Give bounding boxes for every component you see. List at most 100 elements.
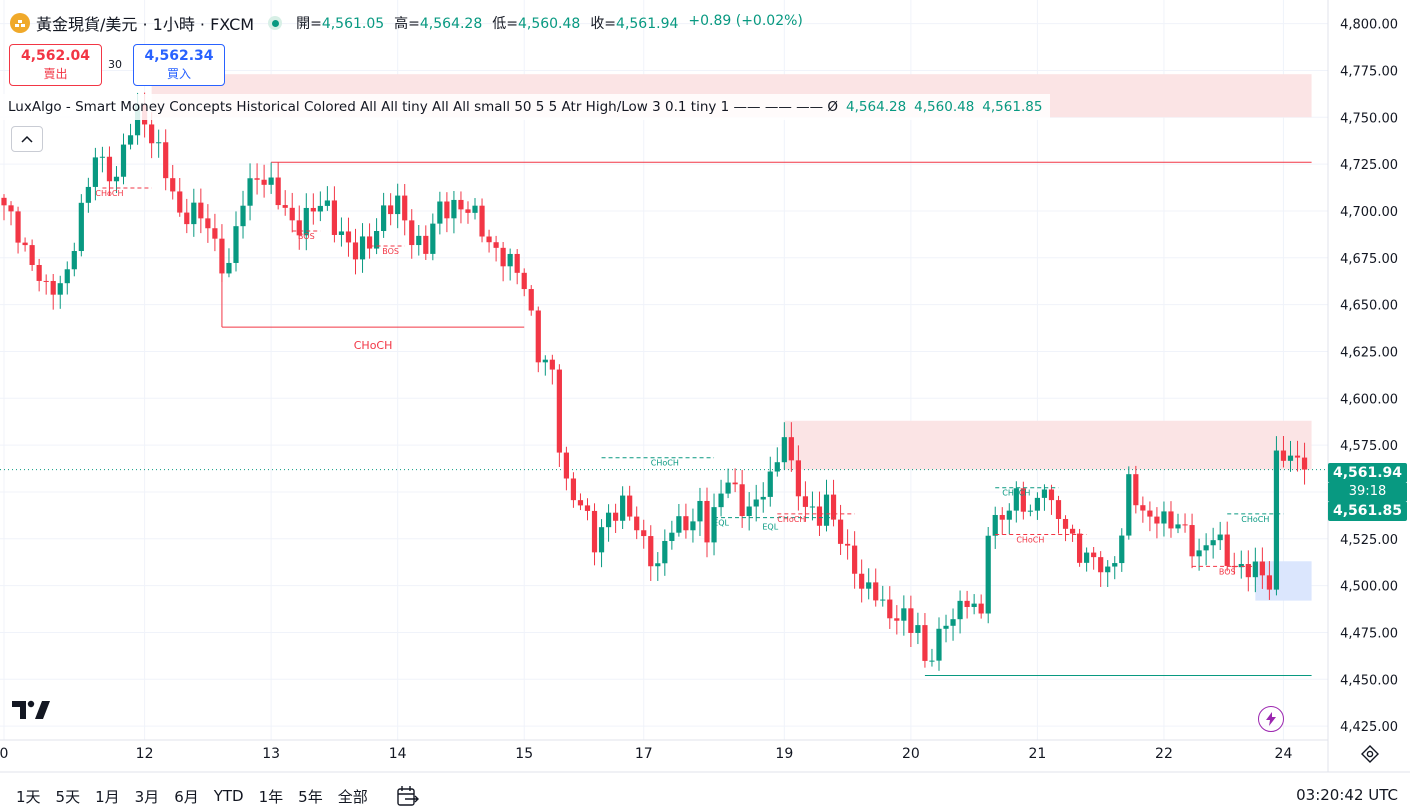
candle-body — [683, 516, 689, 531]
range-all[interactable]: 全部 — [337, 787, 368, 806]
candle-body — [423, 235, 429, 254]
sell-price: 4,562.04 — [20, 48, 91, 64]
buy-button[interactable]: 4,562.34 買入 — [133, 44, 225, 86]
candle-body — [43, 280, 49, 282]
candle-body — [170, 178, 176, 192]
candle-body — [352, 242, 359, 260]
low-value: 4,560.48 — [517, 16, 581, 32]
price-tick-label: 4,775.00 — [1340, 64, 1398, 79]
range-5d[interactable]: 5天 — [55, 787, 81, 806]
candle-body — [746, 506, 752, 517]
candle-body — [430, 223, 436, 254]
spread-value: 30 — [108, 58, 122, 71]
utc-clock[interactable]: 03:20:42 UTC — [1296, 786, 1398, 804]
candle-body — [106, 156, 113, 182]
candle-body — [535, 310, 541, 363]
candle-body — [57, 283, 63, 295]
structure-levels: CHoCH — [0, 161, 1328, 677]
indicator-name[interactable]: LuxAlgo - Smart Money Concepts Historica… — [8, 99, 839, 115]
range-6m[interactable]: 6月 — [174, 787, 199, 806]
candle-body — [1013, 488, 1019, 511]
candle-body — [226, 262, 232, 274]
collapse-legend-button[interactable] — [11, 126, 43, 152]
candle-body — [662, 540, 668, 564]
candle-body — [845, 543, 851, 546]
candle-body — [823, 494, 830, 526]
candle-body — [507, 253, 513, 267]
candle-body — [85, 186, 91, 203]
candle-body — [458, 199, 464, 210]
go-to-date-icon[interactable] — [396, 785, 420, 807]
settings-gear-icon[interactable] — [1360, 744, 1380, 768]
candle-body — [1076, 533, 1083, 563]
indicator-value-high: 4,564.28 — [846, 99, 907, 115]
indicator-value-low: 4,560.48 — [914, 99, 975, 115]
candle-body — [1062, 518, 1069, 529]
candle-body — [99, 156, 106, 158]
candle-body — [8, 205, 14, 212]
candle-body — [943, 625, 949, 629]
range-5y[interactable]: 5年 — [298, 787, 323, 806]
candle-body — [1091, 552, 1097, 558]
axes: 4,800.00 4,775.00 4,750.00 4,725.00 4,700.00… — [0, 0, 1410, 773]
candle-body — [641, 530, 647, 537]
candle-body — [859, 573, 865, 589]
price-tick-label: 4,500.00 — [1340, 580, 1398, 595]
sell-button[interactable]: 4,562.04 賣出 — [9, 44, 102, 86]
candle-body — [261, 179, 267, 185]
candle-body — [852, 545, 858, 574]
candle-body — [373, 231, 380, 249]
time-tick-label: 0 — [0, 746, 8, 762]
range-1m[interactable]: 1月 — [95, 787, 120, 806]
candle-body — [1034, 497, 1041, 511]
candle-body — [1098, 557, 1104, 573]
bottom-toolbar: 1天 5天 1月 3月 6月 YTD 1年 5年 全部 — [0, 782, 1410, 810]
candle-body — [191, 202, 197, 225]
candle-body — [1006, 510, 1012, 520]
candle-body — [233, 226, 239, 263]
candle-body — [894, 618, 900, 621]
lightning-icon[interactable] — [1258, 706, 1284, 732]
time-tick-label: 22 — [1155, 746, 1173, 762]
last-price-label: 4,561.94 — [1328, 463, 1407, 483]
candlesticks — [1, 92, 1308, 671]
range-ytd[interactable]: YTD — [213, 787, 244, 805]
price-tick-label: 4,475.00 — [1340, 626, 1398, 641]
candle-body — [732, 482, 738, 485]
chart-header: 黃金現貨/美元 · 1小時 · FXCM 開=4,561.05 高=4,564.… — [10, 9, 803, 37]
high-value: 4,564.28 — [419, 16, 483, 32]
tradingview-logo[interactable] — [12, 699, 52, 725]
candle-body — [999, 514, 1005, 520]
indicator-legend[interactable]: LuxAlgo - Smart Money Concepts Historica… — [0, 94, 1051, 120]
range-1d[interactable]: 1天 — [16, 787, 41, 806]
range-1y[interactable]: 1年 — [258, 787, 284, 806]
candle-body — [1126, 474, 1132, 536]
symbol-title[interactable]: 黃金現貨/美元 · 1小時 · FXCM — [36, 15, 255, 34]
candle-body — [1294, 455, 1301, 458]
candle-body — [725, 482, 731, 494]
low-label: 低= — [492, 16, 518, 32]
candle-body — [127, 135, 134, 145]
candle-body — [1301, 457, 1308, 470]
candle-body — [739, 484, 745, 517]
candle-body — [866, 582, 872, 589]
price-tick-label: 4,650.00 — [1340, 299, 1398, 314]
candle-body — [1133, 474, 1139, 506]
candle-body — [472, 205, 478, 213]
close-label: 收= — [590, 16, 617, 32]
candle-body — [1210, 540, 1216, 546]
candle-body — [549, 359, 555, 370]
candle-body — [247, 178, 253, 206]
candle-body — [620, 495, 626, 521]
candle-body — [669, 532, 675, 541]
range-3m[interactable]: 3月 — [134, 787, 160, 806]
candle-body — [992, 514, 998, 536]
candle-body — [542, 359, 548, 363]
price-tick-label: 4,700.00 — [1340, 205, 1398, 220]
candle-body — [964, 600, 970, 607]
candle-body — [289, 207, 295, 221]
time-tick-label: 13 — [262, 746, 280, 762]
structure-label-choch: CHoCH — [95, 189, 123, 198]
candle-body — [120, 144, 127, 177]
